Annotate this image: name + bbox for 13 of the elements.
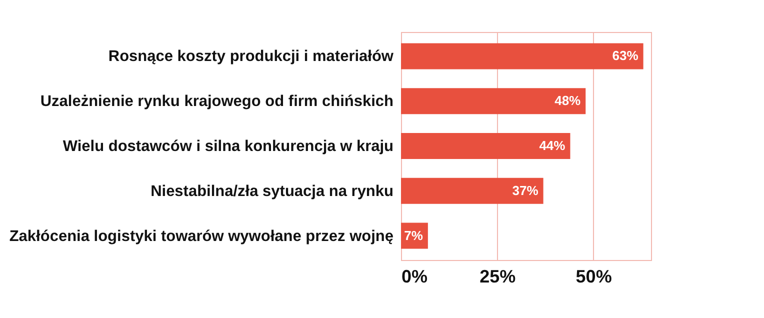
y-tick-label: Niestabilna/zła sytuacja na rynku [150,182,394,200]
y-tick-label: Zakłócenia logistyki towarów wywołane przez wojnę [9,228,394,245]
y-tick-label: Wielu dostawców i silna konkurencja w kraju [62,138,394,155]
data-label: 37% [512,182,539,198]
x-tick-label: 0% [402,266,428,286]
x-tick-label: 50% [576,266,612,286]
x-tick-label: 25% [480,266,516,286]
y-tick-label: Rosnące koszty produkcji i materiałów [108,48,394,66]
data-label: 7% [404,228,424,243]
data-label: 63% [612,48,639,64]
data-label: 44% [539,138,566,153]
y-tick-label: Uzależnienie rynku krajowego od firm chińskich [40,93,394,110]
data-label: 48% [554,93,582,108]
